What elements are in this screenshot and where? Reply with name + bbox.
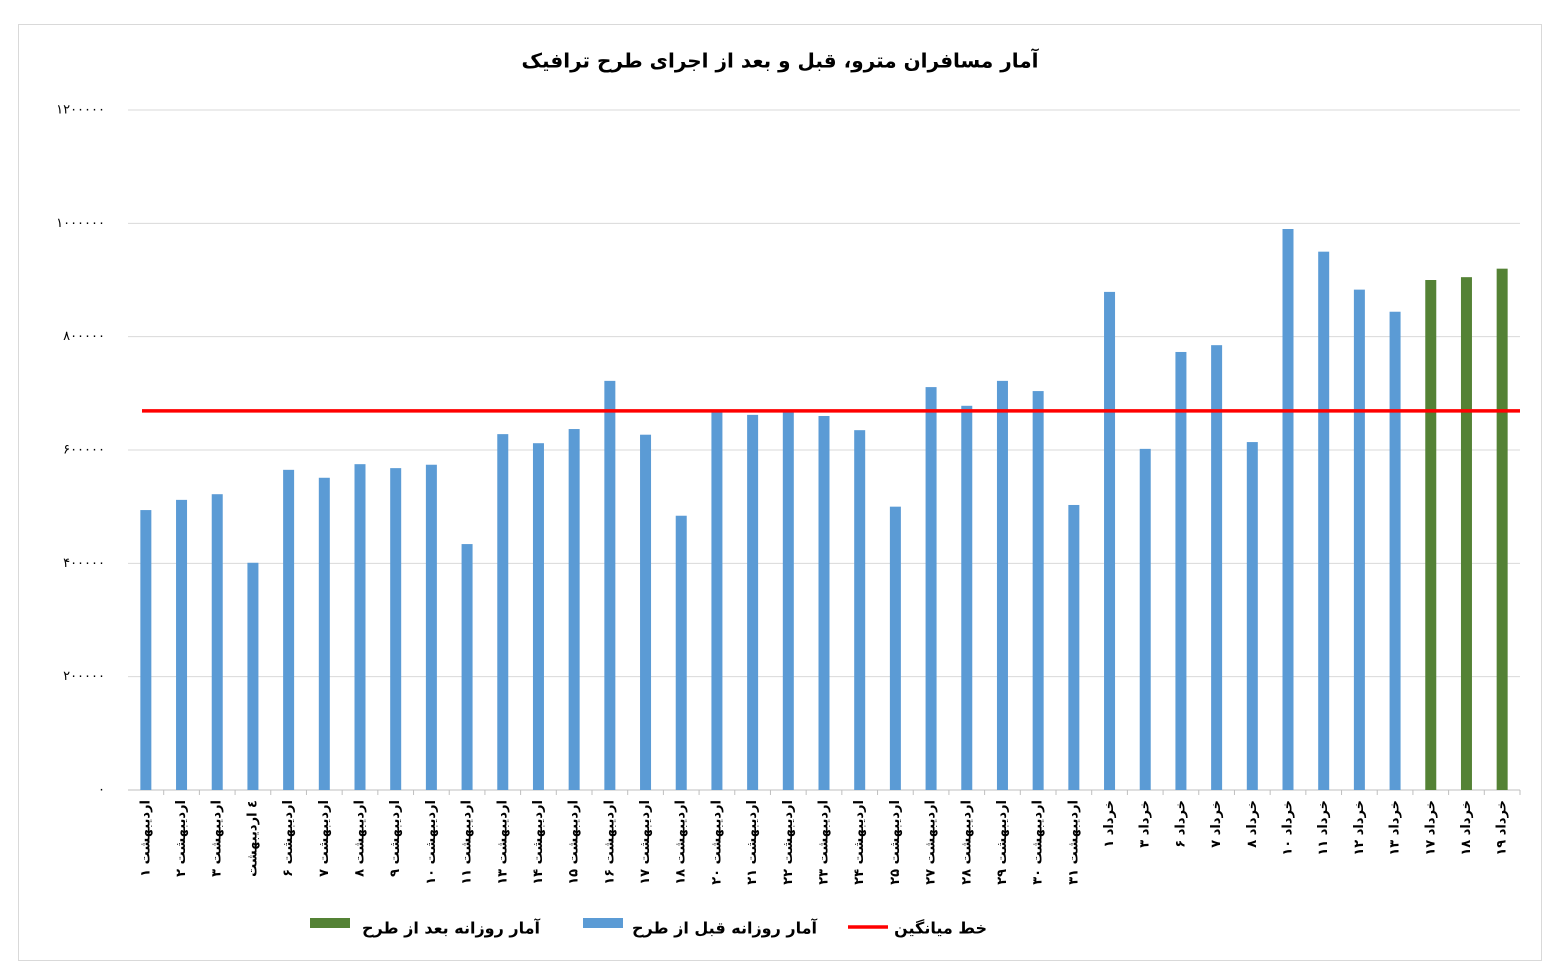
bar — [1068, 504, 1080, 790]
x-tick-label: ۸ اردیبهشت — [353, 800, 368, 877]
bar — [390, 468, 402, 790]
bar — [1496, 268, 1508, 791]
legend-label: آمار روزانه بعد از طرح — [362, 918, 541, 938]
chart-title: آمار مسافران مترو، قبل و بعد از اجرای طر… — [521, 48, 1039, 73]
y-tick-label: ۸۰۰۰۰۰ — [63, 329, 105, 344]
x-tick-label: ۳۱ اردیبهشت — [1066, 800, 1081, 885]
x-tick-label: ۲ اردیبهشت — [174, 800, 189, 877]
y-tick-label: ۶۰۰۰۰۰ — [63, 443, 105, 458]
x-tick-label: ۱۳ خرداد — [1388, 800, 1403, 856]
bar — [461, 544, 473, 790]
bar — [1246, 442, 1258, 790]
bar — [747, 414, 759, 790]
legend-label: آمار روزانه قبل از طرح — [632, 918, 818, 938]
x-tick-label: ۱۳ اردیبهشت — [495, 800, 510, 885]
bar — [1460, 277, 1472, 791]
bar — [675, 515, 687, 790]
bar — [889, 506, 901, 790]
bar — [318, 477, 330, 790]
x-tick-label: ۱ اردیبهشت — [138, 800, 153, 877]
bar — [961, 405, 973, 790]
bar — [425, 464, 437, 790]
legend-label: خط میانگین — [894, 919, 987, 938]
x-tick-label: ۱۶ اردیبهشت — [602, 800, 617, 885]
bar — [176, 499, 188, 790]
x-tick-label: ۱۸ اردیبهشت — [674, 800, 689, 885]
x-tick-label: ۲۸ اردیبهشت — [959, 800, 974, 885]
y-tick-label: ۱۲۰۰۰۰۰ — [56, 103, 105, 118]
legend-swatch — [310, 918, 350, 928]
bar — [354, 464, 366, 790]
x-tick-label: ۲۴ اردیبهشت — [852, 800, 867, 885]
y-tick-label: ۲۰۰۰۰۰ — [63, 669, 105, 684]
x-tick-label: ۷ خرداد — [1209, 800, 1224, 848]
x-tick-label: ۲۰ اردیبهشت — [709, 800, 724, 885]
x-tick-label: ۱۰ اردیبهشت — [424, 800, 439, 885]
bar — [283, 469, 295, 790]
bar — [247, 562, 259, 790]
bar — [711, 409, 723, 790]
x-tick-label: ۲۱ اردیبهشت — [745, 800, 760, 885]
x-tick-label: ۱۲ خرداد — [1352, 800, 1367, 856]
bar — [532, 443, 544, 790]
x-tick-label: ۲۹ اردیبهشت — [995, 800, 1010, 885]
bar — [568, 429, 580, 790]
x-tick-label: ٤ اردیبهشت — [245, 800, 260, 877]
y-tick-label: ۰ — [98, 783, 105, 798]
x-tick-label: ۷ اردیبهشت — [317, 800, 332, 877]
x-tick-label: ۲۲ اردیبهشت — [781, 800, 796, 885]
x-tick-label: ۱ خرداد — [1102, 800, 1117, 848]
bar — [1425, 280, 1437, 790]
bar — [604, 380, 616, 790]
bar — [497, 434, 509, 790]
x-tick-label: ۱۱ اردیبهشت — [460, 800, 475, 885]
x-tick-label: ۸ خرداد — [1245, 800, 1260, 848]
x-tick-label: ۲۳ اردیبهشت — [817, 800, 832, 885]
x-tick-label: ۶ اردیبهشت — [281, 800, 296, 877]
bar — [1211, 345, 1223, 790]
bar — [1318, 251, 1330, 790]
x-tick-label: ۹ اردیبهشت — [388, 800, 403, 877]
x-tick-label: ۱۸ خرداد — [1459, 800, 1474, 856]
legend-swatch — [583, 918, 623, 928]
x-tick-label: ۳ اردیبهشت — [210, 800, 225, 877]
x-tick-label: ۲۷ اردیبهشت — [924, 800, 939, 885]
x-tick-label: ۱۵ اردیبهشت — [567, 800, 582, 885]
bar — [818, 416, 830, 790]
bar — [140, 510, 152, 790]
bar — [1175, 351, 1187, 790]
x-tick-label: ۲۵ اردیبهشت — [888, 800, 903, 885]
bar — [925, 387, 937, 790]
bar — [854, 430, 866, 790]
bar — [1032, 391, 1044, 790]
x-tick-label: ۱۷ خرداد — [1423, 800, 1438, 856]
x-tick-label: ۱۹ خرداد — [1495, 800, 1510, 856]
y-tick-label: ۱۰۰۰۰۰۰ — [56, 216, 105, 231]
x-tick-label: ۱۷ اردیبهشت — [638, 800, 653, 885]
x-tick-label: ۱۱ خرداد — [1316, 800, 1331, 856]
bar — [1353, 289, 1365, 790]
x-tick-label: ۳۰ اردیبهشت — [1031, 800, 1046, 885]
x-tick-label: ۳ خرداد — [1138, 800, 1153, 848]
bar — [996, 380, 1008, 790]
bar — [640, 434, 652, 790]
bar — [1104, 291, 1116, 790]
y-tick-label: ۴۰۰۰۰۰ — [63, 556, 105, 571]
bar — [1282, 229, 1294, 790]
bar — [211, 494, 223, 790]
bar — [1389, 311, 1401, 790]
x-tick-label: ۱۴ اردیبهشت — [531, 800, 546, 885]
bar — [1139, 448, 1151, 790]
x-tick-label: ۱۰ خرداد — [1281, 800, 1296, 856]
bar — [782, 409, 794, 790]
x-tick-label: ۶ خرداد — [1173, 800, 1188, 848]
